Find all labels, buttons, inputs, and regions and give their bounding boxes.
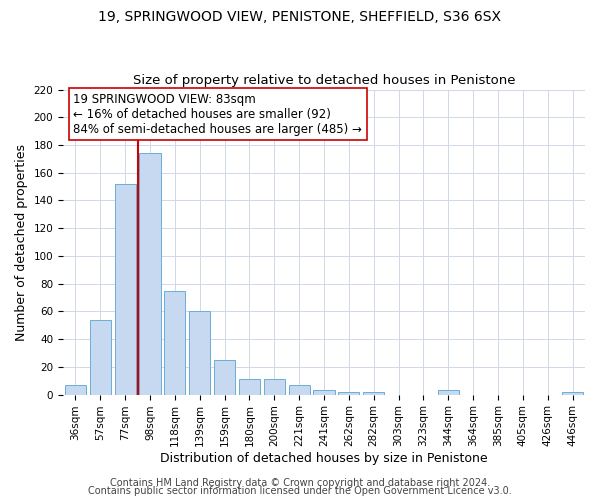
Bar	[289, 385, 310, 394]
Bar	[313, 390, 335, 394]
Bar	[214, 360, 235, 394]
Bar	[139, 154, 161, 394]
Bar	[438, 390, 459, 394]
Text: Contains HM Land Registry data © Crown copyright and database right 2024.: Contains HM Land Registry data © Crown c…	[110, 478, 490, 488]
Bar	[115, 184, 136, 394]
Y-axis label: Number of detached properties: Number of detached properties	[15, 144, 28, 340]
Text: Contains public sector information licensed under the Open Government Licence v3: Contains public sector information licen…	[88, 486, 512, 496]
Bar	[264, 380, 285, 394]
Bar	[562, 392, 583, 394]
Bar	[189, 312, 210, 394]
Bar	[65, 385, 86, 394]
X-axis label: Distribution of detached houses by size in Penistone: Distribution of detached houses by size …	[160, 452, 488, 465]
Title: Size of property relative to detached houses in Penistone: Size of property relative to detached ho…	[133, 74, 515, 87]
Bar	[363, 392, 384, 394]
Bar	[164, 290, 185, 395]
Bar	[239, 380, 260, 394]
Bar	[90, 320, 111, 394]
Bar	[338, 392, 359, 394]
Text: 19, SPRINGWOOD VIEW, PENISTONE, SHEFFIELD, S36 6SX: 19, SPRINGWOOD VIEW, PENISTONE, SHEFFIEL…	[98, 10, 502, 24]
Text: 19 SPRINGWOOD VIEW: 83sqm
← 16% of detached houses are smaller (92)
84% of semi-: 19 SPRINGWOOD VIEW: 83sqm ← 16% of detac…	[73, 92, 362, 136]
